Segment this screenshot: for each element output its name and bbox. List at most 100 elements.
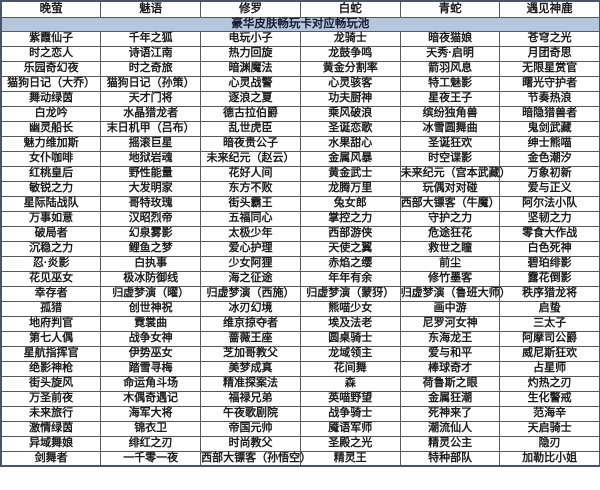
skin-cell: 苍穹之光 <box>499 30 600 47</box>
skin-cell: 圆桌骑士 <box>299 330 401 347</box>
skin-cell: 掌控之力 <box>299 210 401 227</box>
skin-cell: 乱世虎臣 <box>200 120 301 137</box>
skin-cell: 阿尔法小队 <box>499 195 600 212</box>
column-header: 晚萤 <box>0 0 102 18</box>
skin-cell: 黄金武士 <box>299 165 401 182</box>
skin-cell: 龙骑士 <box>299 30 401 47</box>
skin-cell: 修竹墨客 <box>399 270 501 287</box>
skin-cell: 爱心护理 <box>200 240 301 257</box>
skin-cell: 零食大作战 <box>499 225 600 242</box>
header-row: 晚萤 魅语 修罗 白蛇 青蛇 遇见神鹿 <box>0 0 600 18</box>
skin-cell: 西部大镖客（牛魔） <box>399 195 501 212</box>
table-title: 豪华皮肤畅玩卡对应畅玩池 <box>0 16 600 32</box>
skin-cell: 蔷薇王座 <box>200 330 301 347</box>
skin-cell: 埃及法老 <box>299 315 401 332</box>
table-row: 星际陆战队 哥特玫瑰 街头霸王 兔女郎 西部大镖客（牛魔） 阿尔法小队 <box>0 195 600 212</box>
skin-cell: 帝国元帅 <box>200 420 301 437</box>
skin-cell: 危途狂花 <box>399 225 501 242</box>
table-row: 异域舞娘 绯红之刃 时尚教父 圣殿之光 精灵公主 隐刃 <box>0 435 600 452</box>
skin-cell: 踏雪寻梅 <box>100 360 202 377</box>
skin-cell: 水果甜心 <box>299 135 401 152</box>
skin-cell: 极冰防御线 <box>100 270 202 287</box>
skin-cell: 坚韧之力 <box>499 210 600 227</box>
skin-cell: 万圣前夜 <box>0 390 102 407</box>
table-row: 时之恋人 诗语江南 热力回旋 龙鼓争鸣 天秀·启明 月团奇思 <box>0 45 600 62</box>
table-title-row: 豪华皮肤畅玩卡对应畅玩池 <box>0 16 600 32</box>
skin-cell: 威尼斯狂欢 <box>499 345 600 362</box>
skin-cell: 午夜歌剧院 <box>200 405 301 422</box>
skin-cell: 破局者 <box>0 225 102 242</box>
skin-cell: 时之奇旅 <box>100 60 202 77</box>
skin-cell: 星航指挥官 <box>0 345 102 362</box>
skin-cell: 暗隐猎兽者 <box>499 105 600 122</box>
skin-cell: 幽灵船长 <box>0 120 102 137</box>
table-row: 星航指挥官 伊势巫女 芝加哥教父 龙域领主 爱与和平 威尼斯狂欢 <box>0 345 600 362</box>
skin-cell: 忍·炎影 <box>0 255 102 272</box>
skin-cell: 未来纪元（赵云） <box>200 150 301 167</box>
skin-cell: 爱与和平 <box>399 345 501 362</box>
skin-cell: 年年有余 <box>299 270 401 287</box>
skin-cell: 黄金分割率 <box>299 60 401 77</box>
skin-cell: 德古拉伯爵 <box>200 105 301 122</box>
skin-cell: 英喵野望 <box>299 390 401 407</box>
skin-cell: 地府判官 <box>0 315 102 332</box>
skin-cell: 画中游 <box>399 300 501 317</box>
skin-cell: 猫狗日记（孙策） <box>100 75 202 92</box>
skin-cell: 暗夜贵公子 <box>200 135 301 152</box>
skin-cell: 启蛰 <box>499 300 600 317</box>
skin-cell: 节奏热浪 <box>499 90 600 107</box>
skin-cell: 乘风破浪 <box>299 105 401 122</box>
skin-cell: 美梦成真 <box>200 360 301 377</box>
skin-cell: 精准探案法 <box>200 375 301 392</box>
skin-cell: 加勒比小姐 <box>499 450 600 467</box>
skin-cell: 露花倒影 <box>499 270 600 287</box>
skin-cell: 生化警戒 <box>499 390 600 407</box>
skin-cell: 绝影神枪 <box>0 360 102 377</box>
skin-cell: 街头霸王 <box>200 195 301 212</box>
table-row: 幽灵船长 末日机甲（吕布） 乱世虎臣 圣诞恋歌 冰雪圆舞曲 鬼剑武藏 <box>0 120 600 137</box>
column-header: 魅语 <box>100 0 202 18</box>
skin-cell: 福禄兄弟 <box>200 390 301 407</box>
skin-cell: 归虚梦演（鲁班大师） <box>399 285 511 302</box>
skin-cell: 芝加哥教父 <box>200 345 301 362</box>
skin-cell: 幻泉雾影 <box>100 225 202 242</box>
skin-cell: 天使之翼 <box>299 240 401 257</box>
skin-cell: 地狱岩魂 <box>100 150 202 167</box>
skin-cell: 绅士熊喵 <box>499 135 600 152</box>
table-row: 破局者 幻泉雾影 太极少年 西部游侠 危途狂花 零食大作战 <box>0 225 600 242</box>
skin-cell: 占星师 <box>499 360 600 377</box>
skin-cell: 少女阿狸 <box>200 255 301 272</box>
skin-cell: 逐浪之夏 <box>200 90 301 107</box>
skin-cell: 前尘 <box>399 255 501 272</box>
skin-cell: 鲤鱼之梦 <box>100 240 202 257</box>
skin-cell: 野性能量 <box>100 165 202 182</box>
skin-cell: 沉稳之力 <box>0 240 102 257</box>
table-row: 沉稳之力 鲤鱼之梦 爱心护理 天使之翼 救世之瞳 白色死神 <box>0 240 600 257</box>
skin-cell: 月团奇思 <box>499 45 600 62</box>
skin-cell: 绯红之刃 <box>100 435 202 452</box>
skin-cell: 归虚梦演（蒙犽） <box>299 285 401 302</box>
table-row: 万事如意 汉昭烈帝 五福同心 掌控之力 守护之力 坚韧之力 <box>0 210 600 227</box>
skin-cell: 隐刃 <box>499 435 600 452</box>
skin-cell: 幸存者 <box>0 285 102 302</box>
skin-cell: 女仆咖啡 <box>0 150 102 167</box>
skin-cell: 潮流仙人 <box>399 420 501 437</box>
column-header: 青蛇 <box>399 0 501 18</box>
skin-cell: 森 <box>299 375 401 392</box>
skin-cell: 孤猎 <box>0 300 102 317</box>
skin-cell: 千年之狐 <box>100 30 202 47</box>
table-row: 街头旋风 命运角斗场 精准探案法森荷鲁斯之眼 灼热之刃 <box>0 375 600 392</box>
table-body: 紫霞仙子 千年之狐 电玩小子 龙骑士 暗夜猫娘 苍穹之光 时之恋人 诗语江南 热力回旋 龙鼓争鸣天… <box>0 30 600 467</box>
skin-cell: 战争女神 <box>100 330 202 347</box>
skin-cell: 三太子 <box>499 315 600 332</box>
skin-cell: 熊喵少女 <box>299 300 401 317</box>
table-row: 未来旅行 海军大将 午夜歌剧院 战争骑士 死神来了 范海辛 <box>0 405 600 422</box>
skin-cell: 大发明家 <box>100 180 202 197</box>
skin-cell: 红桃皇后 <box>0 165 102 182</box>
skin-cell: 创世神祝 <box>100 300 202 317</box>
skin-cell: 灼热之刃 <box>499 375 600 392</box>
skin-cell: 金属风暴 <box>299 150 401 167</box>
skin-cell: 圣诞恋歌 <box>299 120 401 137</box>
skin-cell: 缤纷独角兽 <box>399 105 501 122</box>
skin-cell: 万象初新 <box>499 165 600 182</box>
